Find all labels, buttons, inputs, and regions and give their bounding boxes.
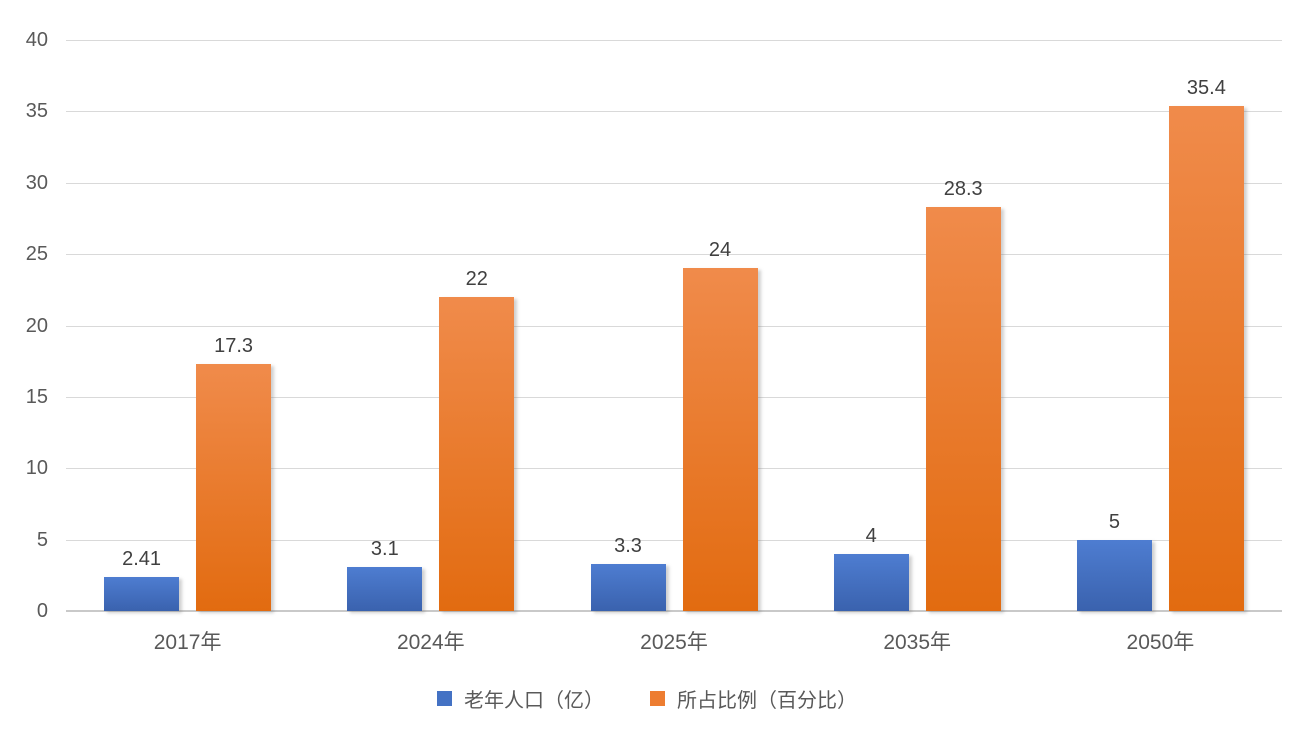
bar-value-label: 28.3 [943,178,983,201]
bar-value-label: 24 [708,239,732,262]
legend-label: 老年人口（亿） [464,689,604,712]
y-tick-label: 0 [36,600,48,622]
bar-s1-c0[interactable] [196,364,272,611]
y-tick-label: 20 [25,314,48,337]
gridline [66,182,1282,184]
gridline [66,40,1282,41]
legend-swatch-icon [437,690,452,706]
legend-item-s0[interactable]: 老年人口（亿） [437,684,604,713]
x-category-label: 2025年 [640,631,708,654]
bar-s0-c1[interactable] [347,566,423,611]
bar-s1-c4[interactable] [1168,105,1244,611]
legend-swatch-icon [650,690,665,706]
y-tick-label: 30 [25,171,48,194]
bar-s0-c0[interactable] [104,576,180,611]
legend-item-s1[interactable]: 所占比例（百分比） [650,684,857,713]
gridline [66,111,1282,113]
legend: 老年人口（亿） 所占比例（百分比） [0,682,1294,714]
bar-value-label: 4 [865,524,877,547]
x-category-label: 2017年 [153,631,222,654]
x-category-label: 2035年 [883,631,952,654]
y-tick-label: 15 [25,385,48,408]
legend-label: 所占比例（百分比） [677,689,857,712]
gridline [66,325,1282,327]
bar-s0-c4[interactable] [1076,539,1152,611]
x-category-label: 2050年 [1126,631,1195,654]
bar-s1-c1[interactable] [439,296,515,611]
x-category-label: 2024年 [396,631,465,654]
bar-value-label: 22 [465,267,488,290]
bar-value-label: 3.1 [370,537,399,560]
gridline [66,254,1282,256]
bar-value-label: 17.3 [214,335,254,358]
gridline [66,396,1282,398]
gridline [66,539,1282,541]
bar-s0-c2[interactable] [590,563,666,611]
bar-s1-c3[interactable] [925,207,1001,611]
y-tick-label: 35 [25,100,48,123]
y-tick-label: 25 [25,243,48,266]
gridline [66,468,1282,470]
y-tick-label: 10 [25,457,48,480]
bar-value-label: 2.41 [122,547,162,570]
bar-s1-c2[interactable] [682,268,758,611]
bar-value-label: 3.3 [614,534,642,557]
bar-value-label: 5 [1108,510,1120,533]
y-tick-label: 40 [25,29,48,51]
bar-s0-c3[interactable] [833,553,909,611]
bar-value-label: 35.4 [1186,76,1226,99]
x-axis-line [66,610,1282,612]
y-tick-label: 5 [36,528,48,551]
